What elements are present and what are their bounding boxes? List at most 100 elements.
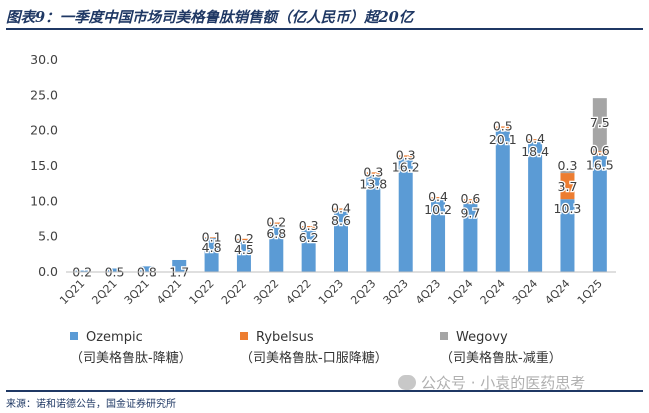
data-label-wegovy-1Q25: 7.5 <box>590 115 610 130</box>
data-label-rybelsus-4Q22: 0.3 <box>299 218 319 233</box>
data-label-ozempic-3Q23: 16.2 <box>392 160 420 175</box>
data-label-ozempic-2Q23: 13.8 <box>359 176 387 191</box>
bar-rybelsus-1Q22 <box>204 237 219 239</box>
data-label-rybelsus-1Q25: 0.6 <box>590 143 610 158</box>
bar-wegovy-1Q25 <box>592 98 607 152</box>
x-tick-label: 2Q22 <box>219 277 249 307</box>
legend-wegovy: Wegovy （司美格鲁肽-减重） <box>440 330 562 366</box>
y-tick-label: 20.0 <box>30 123 58 138</box>
bar-ozempic-2Q24 <box>495 129 510 272</box>
bar-ozempic-3Q22 <box>269 223 284 272</box>
bar-ozempic-2Q22 <box>236 240 251 272</box>
data-label-rybelsus-1Q22: 0.1 <box>202 229 222 244</box>
data-label-rybelsus-3Q23: 0.3 <box>396 147 416 162</box>
y-axis: 0.0 5.0 10.0 15.0 20.0 25.0 30.0 <box>30 52 58 279</box>
data-label-ozempic-1Q23: 8.6 <box>331 213 351 228</box>
bar-rybelsus-4Q24 <box>560 173 575 200</box>
data-label-ozempic-3Q24: 18.4 <box>521 144 549 159</box>
x-tick-label: 4Q24 <box>542 277 572 307</box>
bar-rybelsus-1Q24 <box>463 199 478 204</box>
bar-ozempic-3Q23 <box>398 157 413 272</box>
bar-ozempic-1Q22 <box>204 238 219 272</box>
bar-ozempic-3Q21 <box>139 266 154 272</box>
x-tick-label: 1Q22 <box>187 277 217 307</box>
bar-rybelsus-3Q22 <box>269 222 284 224</box>
x-tick-label: 2Q23 <box>348 277 378 307</box>
y-tick-label: 10.0 <box>30 193 58 208</box>
bar-rybelsus-3Q24 <box>528 139 543 142</box>
bar-ozempic-4Q21 <box>172 259 187 272</box>
bar-ozempic-1Q21 <box>75 270 90 272</box>
title-divider <box>6 28 643 30</box>
bar-rybelsus-2Q24 <box>495 126 510 130</box>
data-label-ozempic-4Q23: 10.2 <box>424 202 452 217</box>
watermark-text: 公众号 · 小袁的医药思考 <box>421 374 586 392</box>
bar-rybelsus-4Q23 <box>431 197 446 200</box>
x-tick-label: 1Q25 <box>575 277 605 307</box>
bar-series <box>75 98 607 272</box>
x-tick-label: 4Q21 <box>154 277 184 307</box>
legend-sublabel-rybelsus: （司美格鲁肽-口服降糖） <box>240 351 388 366</box>
data-labels: 0.2 0.5 0.8 1.74.80.14.50.2 6.80.26.20.3 8.60… <box>71 114 615 281</box>
data-label-ozempic-2Q22: 4.5 <box>234 242 254 257</box>
data-label-rybelsus-2Q23: 0.3 <box>363 164 383 179</box>
data-label-rybelsus-3Q24: 0.4 <box>525 131 545 146</box>
legend-sublabel-ozempic: （司美格鲁肽-降糖） <box>70 351 192 366</box>
bar-ozempic-2Q21 <box>107 268 122 272</box>
x-tick-label: 2Q21 <box>89 277 119 307</box>
data-label-rybelsus-3Q22: 0.2 <box>266 215 286 230</box>
x-tick-label: 4Q23 <box>413 277 443 307</box>
legend-label-wegovy: Wegovy <box>456 330 508 345</box>
data-label-ozempic-4Q22: 6.2 <box>299 230 319 245</box>
y-tick-label: 25.0 <box>30 87 58 102</box>
x-tick-label: 3Q24 <box>510 277 540 307</box>
bar-rybelsus-2Q23 <box>366 172 381 175</box>
data-label-rybelsus-2Q24: 0.5 <box>493 118 513 133</box>
y-tick-label: 15.0 <box>30 158 58 173</box>
data-label-rybelsus-4Q23: 0.4 <box>428 189 448 204</box>
y-tick-label: 0.0 <box>38 264 58 279</box>
x-tick-label: 2Q24 <box>478 277 508 307</box>
data-label-rybelsus-2Q22: 0.2 <box>234 231 254 246</box>
data-label-wegovy-4Q24: 0.3 <box>558 158 578 173</box>
y-tick-label: 5.0 <box>38 229 58 244</box>
x-tick-label: 3Q21 <box>122 277 152 307</box>
x-tick-label: 1Q21 <box>57 277 87 307</box>
bar-rybelsus-2Q22 <box>236 238 251 241</box>
bar-rybelsus-3Q23 <box>398 155 413 158</box>
bar-ozempic-1Q24 <box>463 203 478 272</box>
legend-sublabel-wegovy: （司美格鲁肽-减重） <box>440 351 562 366</box>
source-note: 来源：诺和诺德公告，国金证券研究所 <box>6 399 176 410</box>
bar-ozempic-1Q25 <box>592 155 607 272</box>
x-tick-label: 3Q22 <box>251 277 281 307</box>
bar-ozempic-3Q24 <box>528 141 543 272</box>
x-tick-label: 3Q23 <box>381 277 411 307</box>
bar-ozempic-4Q24 <box>560 199 575 272</box>
data-label-ozempic-3Q22: 6.8 <box>266 226 286 241</box>
legend-label-rybelsus: Rybelsus <box>256 330 314 345</box>
bar-rybelsus-4Q22 <box>301 226 316 229</box>
x-tick-label: 1Q23 <box>316 277 346 307</box>
data-label-ozempic-1Q24: 9.7 <box>460 205 480 220</box>
data-label-rybelsus-1Q24: 0.6 <box>460 191 480 206</box>
bar-ozempic-4Q23 <box>431 199 446 272</box>
bar-rybelsus-1Q23 <box>334 208 348 212</box>
legend-rybelsus: Rybelsus （司美格鲁肽-口服降糖） <box>240 330 388 366</box>
x-tick-label: 4Q22 <box>284 277 314 307</box>
legend-label-ozempic: Ozempic <box>86 330 143 345</box>
legend-swatch-rybelsus <box>240 332 248 340</box>
data-label-ozempic-4Q24: 10.3 <box>554 201 582 216</box>
bar-ozempic-1Q23 <box>334 211 348 272</box>
y-tick-label: 30.0 <box>30 52 58 67</box>
bar-rybelsus-1Q25 <box>592 151 607 156</box>
legend-swatch-wegovy <box>440 332 448 340</box>
legend-swatch-ozempic <box>70 332 78 340</box>
x-tick-label: 1Q24 <box>445 277 475 307</box>
legend-ozempic: Ozempic （司美格鲁肽-降糖） <box>70 330 192 366</box>
data-label-rybelsus-4Q24: 3.7 <box>558 179 578 194</box>
footer-divider <box>6 390 643 392</box>
bar-wegovy-4Q24 <box>560 170 575 174</box>
data-label-ozempic-1Q22: 4.8 <box>202 240 222 255</box>
wechat-icon <box>398 375 416 390</box>
